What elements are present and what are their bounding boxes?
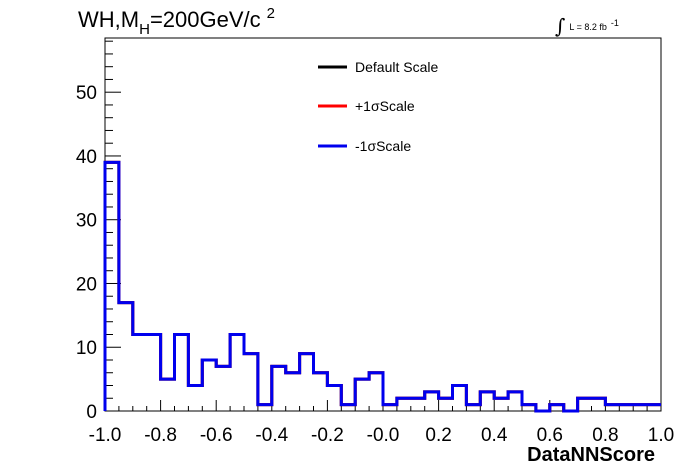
y-tick-label: 40	[76, 147, 97, 168]
title-subscript: H	[139, 21, 150, 38]
title-value: =200GeV/c	[150, 7, 261, 32]
legend-label-minus-sigma: -1σScale	[355, 138, 411, 154]
x-tick-label: 1.0	[648, 425, 674, 446]
x-axis-label: DataNNScore	[527, 444, 655, 466]
series-line-2	[103, 160, 661, 413]
luminosity-label: ∫ L = 8.2 fb -1	[555, 14, 619, 38]
x-tick-label: 0.6	[537, 425, 563, 446]
legend-label-plus-sigma: +1σScale	[355, 98, 415, 114]
series-layer	[103, 160, 661, 413]
y-tick-label: 10	[76, 338, 97, 359]
x-tick-label: -0.8	[144, 425, 177, 446]
y-tick-label: 50	[76, 83, 97, 104]
luminosity-superscript: -1	[611, 18, 619, 28]
integral-symbol: ∫	[555, 14, 565, 38]
x-tick-label: -0.4	[255, 425, 288, 446]
title-main: WH,M	[78, 7, 139, 32]
x-tick-label: 0.8	[592, 425, 618, 446]
x-tick-label: -0.6	[200, 425, 233, 446]
x-tick-label: -0.2	[311, 425, 344, 446]
legend: Default Scale +1σScale -1σScale	[318, 59, 438, 154]
title-superscript: 2	[267, 5, 275, 22]
legend-label-default: Default Scale	[355, 59, 438, 75]
y-tick-label: 20	[76, 274, 97, 295]
y-tick-label: 0	[86, 402, 97, 423]
luminosity-text: L = 8.2 fb	[569, 22, 606, 32]
axes-group: -1.0 -0.8 -0.6 -0.4 -0.2 -0.0 0.2 0.4 0.6 0.8 1.0 0…	[76, 40, 674, 446]
x-tick-label: 0.2	[425, 425, 451, 446]
y-tick-label: 30	[76, 211, 97, 232]
x-tick-label: 0.4	[481, 425, 508, 446]
x-tick-label: -1.0	[89, 425, 122, 446]
x-tick-label: -0.0	[367, 425, 400, 446]
chart-title: WH,MH=200GeV/c 2	[78, 5, 275, 38]
